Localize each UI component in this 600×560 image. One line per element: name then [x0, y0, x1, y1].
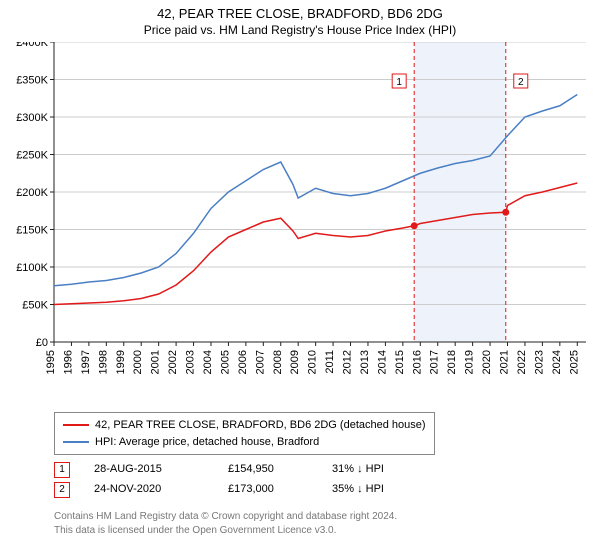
svg-text:2025: 2025	[568, 350, 580, 374]
svg-text:2019: 2019	[464, 350, 476, 374]
marker-table: 1 28-AUG-2015 £154,950 31% ↓ HPI 2 24-NO…	[54, 460, 384, 500]
svg-text:1995: 1995	[45, 350, 57, 374]
svg-text:2017: 2017	[429, 350, 441, 374]
marker-row-1: 1 28-AUG-2015 £154,950 31% ↓ HPI	[54, 460, 384, 480]
chart-title-line1: 42, PEAR TREE CLOSE, BRADFORD, BD6 2DG	[0, 0, 600, 23]
svg-text:£100K: £100K	[16, 262, 48, 274]
chart-plot: £0 £50K £100K £150K £200K £250K £300K £350K £400…	[0, 42, 600, 380]
marker-price-1: £154,950	[228, 460, 308, 480]
svg-text:2001: 2001	[150, 350, 162, 374]
chart-title-line2: Price paid vs. HM Land Registry's House …	[0, 23, 600, 41]
footer-line1: Contains HM Land Registry data © Crown c…	[54, 510, 397, 524]
marker-row-2: 2 24-NOV-2020 £173,000 35% ↓ HPI	[54, 480, 384, 500]
svg-text:2002: 2002	[167, 350, 179, 374]
svg-text:2021: 2021	[499, 350, 511, 374]
svg-text:2014: 2014	[376, 350, 388, 374]
svg-text:2011: 2011	[324, 350, 336, 374]
marker-price-2: £173,000	[228, 480, 308, 500]
svg-text:1999: 1999	[115, 350, 127, 374]
svg-text:£350K: £350K	[16, 75, 48, 87]
legend-item-property: 42, PEAR TREE CLOSE, BRADFORD, BD6 2DG (…	[63, 417, 426, 434]
svg-text:1997: 1997	[80, 350, 92, 374]
marker-date-2: 24-NOV-2020	[94, 480, 204, 500]
svg-text:1996: 1996	[62, 350, 74, 374]
svg-text:2004: 2004	[202, 350, 214, 374]
marker-box-1: 1	[54, 462, 70, 478]
svg-text:2009: 2009	[289, 350, 301, 374]
svg-text:£300K: £300K	[16, 112, 48, 124]
line-chart-svg: £0 £50K £100K £150K £200K £250K £300K £350K £400…	[0, 42, 600, 380]
footer-attribution: Contains HM Land Registry data © Crown c…	[54, 510, 397, 537]
svg-text:2005: 2005	[219, 350, 231, 374]
svg-text:2007: 2007	[254, 350, 266, 374]
svg-text:2008: 2008	[272, 350, 284, 374]
svg-text:£0: £0	[36, 337, 48, 349]
svg-text:£200K: £200K	[16, 187, 48, 199]
legend-swatch-hpi	[63, 441, 89, 443]
svg-text:2024: 2024	[551, 350, 563, 374]
svg-text:2003: 2003	[185, 350, 197, 374]
svg-text:£250K: £250K	[16, 150, 48, 162]
svg-text:2006: 2006	[237, 350, 249, 374]
svg-text:2010: 2010	[307, 350, 319, 374]
marker-delta-2: 35% ↓ HPI	[332, 480, 384, 500]
svg-text:2013: 2013	[359, 350, 371, 374]
svg-text:2022: 2022	[516, 350, 528, 374]
marker-delta-1: 31% ↓ HPI	[332, 460, 384, 480]
svg-text:2015: 2015	[394, 350, 406, 374]
legend-swatch-property	[63, 424, 89, 426]
svg-text:2020: 2020	[481, 350, 493, 374]
svg-text:1998: 1998	[97, 350, 109, 374]
svg-text:2016: 2016	[411, 350, 423, 374]
marker-date-1: 28-AUG-2015	[94, 460, 204, 480]
svg-text:2023: 2023	[533, 350, 545, 374]
svg-text:2: 2	[518, 77, 524, 88]
svg-text:2012: 2012	[342, 350, 354, 374]
legend-item-hpi: HPI: Average price, detached house, Brad…	[63, 434, 426, 451]
marker-box-2: 2	[54, 482, 70, 498]
svg-text:2000: 2000	[132, 350, 144, 374]
svg-text:£150K: £150K	[16, 225, 48, 237]
legend-box: 42, PEAR TREE CLOSE, BRADFORD, BD6 2DG (…	[54, 412, 435, 455]
legend-label-property: 42, PEAR TREE CLOSE, BRADFORD, BD6 2DG (…	[95, 417, 426, 434]
svg-text:2018: 2018	[446, 350, 458, 374]
chart-container: 42, PEAR TREE CLOSE, BRADFORD, BD6 2DG P…	[0, 0, 600, 560]
footer-line2: This data is licensed under the Open Gov…	[54, 524, 397, 538]
svg-text:1: 1	[396, 77, 402, 88]
svg-text:£50K: £50K	[22, 300, 48, 312]
legend-label-hpi: HPI: Average price, detached house, Brad…	[95, 434, 319, 451]
svg-text:£400K: £400K	[16, 42, 48, 49]
